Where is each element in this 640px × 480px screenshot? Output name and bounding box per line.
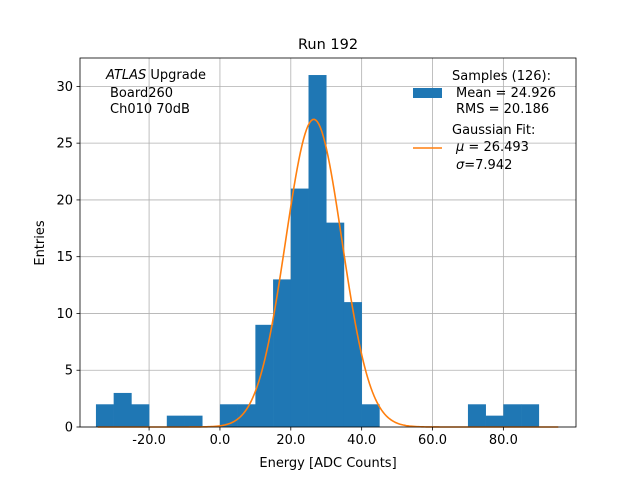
histogram-bar [95, 404, 114, 427]
histogram-bar [273, 279, 292, 427]
upgrade-label: Upgrade [146, 68, 206, 83]
y-axis-label: Entries [33, 220, 48, 266]
x-tick-label: -20.0 [132, 433, 166, 448]
legend: Samples (126): Mean = 24.926 RMS = 20.18… [413, 69, 556, 173]
y-tick-label: 25 [56, 137, 73, 152]
histogram-bar [308, 75, 327, 428]
histogram-bar [503, 404, 522, 427]
y-tick-label: 0 [65, 421, 73, 436]
atlas-annotation: ATLAS Upgrade Board260 Ch010 70dB [105, 68, 206, 117]
x-tick-label: 40.0 [347, 433, 376, 448]
legend-samples-mean: Mean = 24.926 [456, 86, 556, 101]
y-axis-ticks: 0 5 10 15 20 25 30 [56, 80, 80, 436]
histogram-bar [343, 302, 362, 427]
annotation-line-1: ATLAS Upgrade [105, 68, 206, 83]
histogram-bar [166, 415, 185, 427]
histogram-bar [467, 404, 486, 427]
legend-fit-mu: μ = 26.493 [455, 140, 529, 155]
channel-label: Ch010 70dB [110, 102, 190, 117]
histogram-bar [255, 324, 274, 427]
x-tick-label: 0.0 [210, 433, 231, 448]
y-tick-label: 10 [56, 307, 73, 322]
histogram-bars [95, 75, 540, 428]
y-tick-label: 5 [65, 364, 73, 379]
x-tick-label: 60.0 [418, 433, 447, 448]
y-tick-label: 20 [56, 193, 73, 208]
histogram-bar [326, 222, 345, 427]
histogram-bar [131, 404, 150, 427]
x-tick-label: 80.0 [489, 433, 518, 448]
histogram-bar [361, 404, 380, 427]
histogram-bar [485, 415, 504, 427]
sigma-value: =7.942 [464, 158, 512, 173]
sigma-symbol: σ [456, 158, 465, 173]
histogram-bar [184, 415, 203, 427]
y-tick-label: 30 [56, 80, 73, 95]
atlas-label: ATLAS [105, 68, 146, 83]
chart-title: Run 192 [298, 37, 358, 53]
y-tick-label: 15 [56, 250, 73, 265]
mu-value: = 26.493 [464, 140, 529, 155]
legend-fit-sigma: σ=7.942 [456, 158, 512, 173]
histogram-bar [290, 188, 309, 427]
histogram-bar [113, 392, 132, 427]
histogram-bar [237, 404, 256, 427]
plot-frame [79, 57, 577, 428]
legend-samples-swatch [413, 88, 442, 98]
x-axis-ticks: -20.0 0.0 20.0 40.0 60.0 80.0 [132, 427, 518, 448]
x-tick-label: 20.0 [276, 433, 305, 448]
legend-samples-title: Samples (126): [452, 69, 551, 84]
x-axis-label: Energy [ADC Counts] [259, 456, 396, 471]
board-label: Board260 [110, 86, 173, 101]
legend-samples-rms: RMS = 20.186 [456, 102, 549, 117]
legend-fit-title: Gaussian Fit: [452, 123, 535, 138]
mu-symbol: μ [455, 140, 464, 155]
histogram-bar [521, 404, 540, 427]
